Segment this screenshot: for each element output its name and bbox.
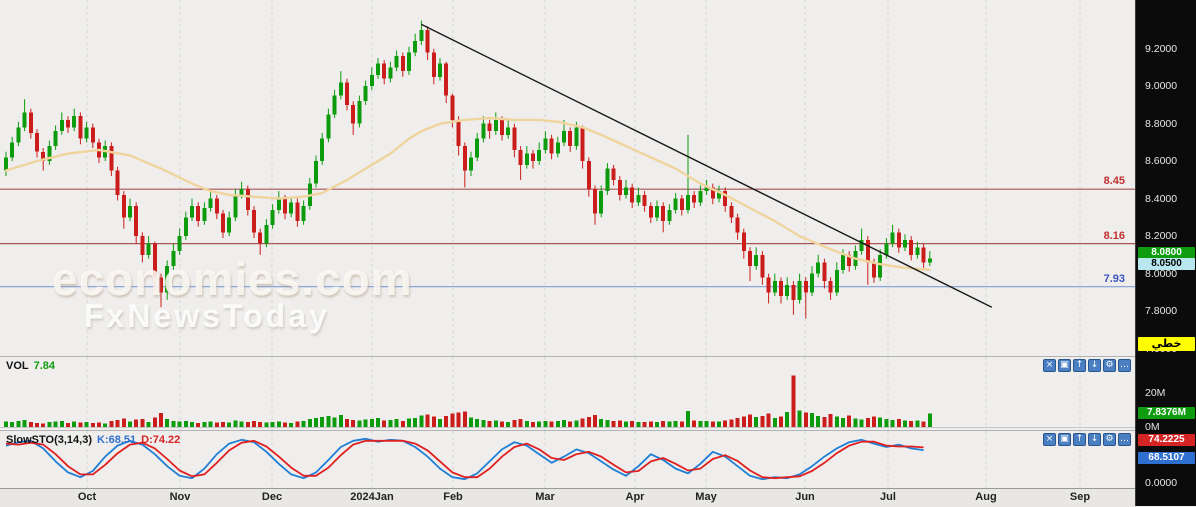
- volume-menu-icon[interactable]: …: [1118, 359, 1131, 372]
- x-axis-month-label: Dec: [261, 491, 283, 503]
- price-axis-tick: 8.6000: [1145, 155, 1178, 168]
- x-axis-month-label: Jul: [880, 491, 896, 503]
- volume-settings-icon[interactable]: ⚙: [1103, 359, 1116, 372]
- stochastic-menu-icon[interactable]: …: [1118, 433, 1131, 446]
- x-axis-month-label: Feb: [443, 491, 463, 503]
- last-price-badge: 8.0800: [1138, 246, 1195, 259]
- volume-chart[interactable]: [0, 357, 1135, 430]
- level-lines[interactable]: [0, 188, 1135, 288]
- stochastic-chart[interactable]: [0, 431, 1135, 488]
- volume-move-up-icon[interactable]: ↑: [1073, 359, 1086, 372]
- volume-panel-label: VOL 7.84: [6, 360, 60, 372]
- stoch-axis-zero: 0.0000: [1145, 477, 1178, 489]
- x-axis-month-label: 2024Jan: [350, 491, 394, 503]
- stoch-k-badge: 68.5107: [1138, 452, 1195, 465]
- price-axis-tick: 8.8000: [1145, 117, 1178, 130]
- level-price-label: 8.16: [1103, 229, 1125, 242]
- volume-value: 7.84: [33, 360, 56, 372]
- volume-axis-tick: 20M: [1145, 387, 1166, 399]
- x-axis-month-label: May: [695, 491, 717, 503]
- volume-close-icon[interactable]: ×: [1043, 359, 1056, 372]
- ref-price-badge: 8.0500: [1138, 258, 1195, 271]
- stochastic-settings-icon[interactable]: ⚙: [1103, 433, 1116, 446]
- stochastic-panel[interactable]: SlowSTO(3,14,3) K:68.51 D:74.22 × ▣ ↑ ↓ ⚙…: [0, 431, 1135, 488]
- stochastic-restore-window-icon[interactable]: ▣: [1058, 433, 1071, 446]
- time-axis[interactable]: Oct Nov Dec 2024Jan Feb Mar Apr May Jun Jul Aug Sep: [0, 488, 1135, 507]
- price-axis[interactable]: 7.60007.80008.00008.20008.40008.60008.80…: [1135, 0, 1196, 506]
- volume-badge: 7.8376M: [1138, 406, 1195, 419]
- stochastic-panel-label: SlowSTO(3,14,3) K:68.51 D:74.22: [6, 434, 185, 446]
- volume-panel[interactable]: VOL 7.84 × ▣ ↑ ↓ ⚙…: [0, 357, 1135, 431]
- price-axis-tick: 8.2000: [1145, 230, 1178, 243]
- x-axis-month-label: Apr: [625, 491, 645, 503]
- main-chart-panel[interactable]: economies.com FxNewsToday 8.45 8.16 7.93: [0, 0, 1135, 357]
- stochastic-title: SlowSTO(3,14,3): [6, 434, 92, 446]
- x-axis-month-label: Jun: [795, 491, 815, 503]
- stochastic-close-icon[interactable]: ×: [1043, 433, 1056, 446]
- trend-line[interactable]: [421, 23, 993, 308]
- month-gridlines: [86, 0, 1081, 356]
- x-axis-month-label: Nov: [169, 491, 191, 503]
- stochastic-move-up-icon[interactable]: ↑: [1073, 433, 1086, 446]
- moving-average-line: [4, 116, 931, 271]
- volume-restore-window-icon[interactable]: ▣: [1058, 359, 1071, 372]
- chart-type-tag[interactable]: خطي: [1138, 337, 1195, 351]
- candlestick-chart[interactable]: [0, 0, 1135, 356]
- stoch-d-line: [5, 439, 924, 480]
- volume-title: VOL: [6, 360, 29, 372]
- volume-move-down-icon[interactable]: ↓: [1088, 359, 1101, 372]
- price-axis-tick: 7.8000: [1145, 305, 1178, 318]
- candles-series: [4, 20, 932, 319]
- stochastic-panel-toolbar: × ▣ ↑ ↓ ⚙…: [1043, 433, 1131, 446]
- stoch-d-badge: 74.2225: [1138, 434, 1195, 447]
- stochastic-k-value: K:68.51: [97, 434, 137, 446]
- level-price-label: 8.45: [1103, 175, 1125, 188]
- price-axis-tick: 8.0000: [1145, 267, 1178, 280]
- volume-axis-tick: 0M: [1145, 421, 1160, 433]
- stochastic-d-value: D:74.22: [141, 434, 181, 446]
- level-price-label: 7.93: [1103, 272, 1125, 285]
- price-axis-tick: 8.4000: [1145, 192, 1178, 205]
- price-axis-tick: 9.2000: [1145, 42, 1178, 55]
- volume-bars: [4, 375, 932, 428]
- x-axis-month-label: Sep: [1069, 491, 1091, 503]
- volume-panel-toolbar: × ▣ ↑ ↓ ⚙…: [1043, 359, 1131, 372]
- x-axis-month-label: Mar: [535, 491, 555, 503]
- stochastic-move-down-icon[interactable]: ↓: [1088, 433, 1101, 446]
- x-axis-month-label: Aug: [975, 491, 997, 503]
- x-axis-month-label: Oct: [77, 491, 97, 503]
- price-axis-tick: 9.0000: [1145, 80, 1178, 93]
